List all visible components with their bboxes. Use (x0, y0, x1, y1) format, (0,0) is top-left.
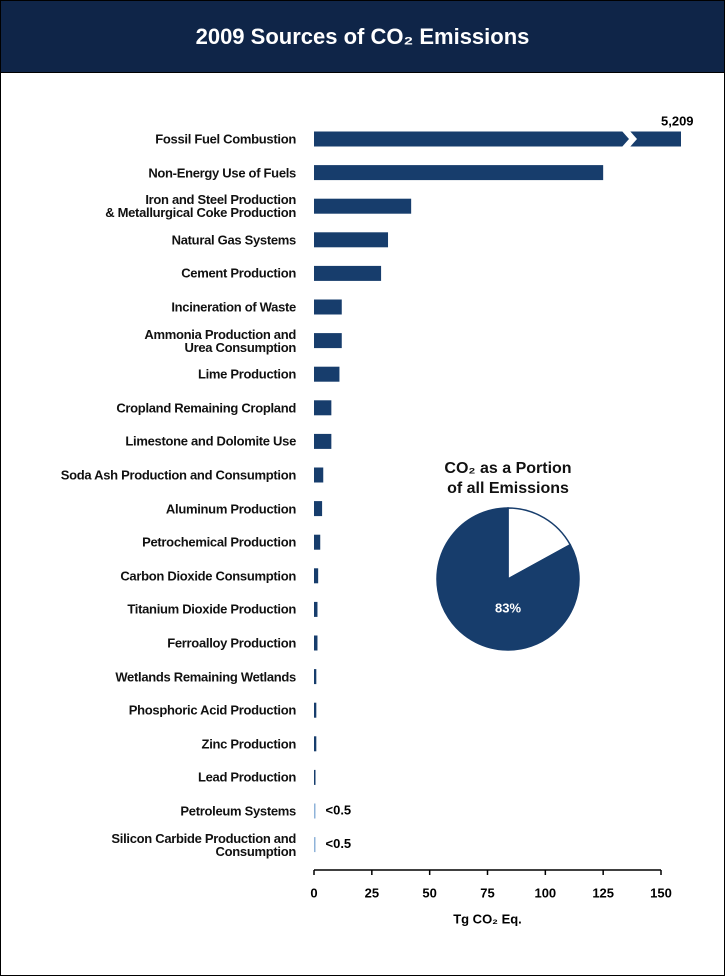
category-label: Limestone and Dolomite Use (125, 433, 296, 449)
category-label: Fossil Fuel Combustion (155, 131, 296, 147)
bar (314, 702, 317, 718)
category-label: Lime Production (197, 366, 296, 382)
bar (314, 601, 318, 617)
bar (314, 736, 317, 752)
category-label: Cropland Remaining Cropland (116, 400, 296, 416)
pie-slice (436, 507, 580, 651)
category-label: Petrochemical Production (142, 534, 296, 550)
bar (314, 467, 324, 483)
category-label: Iron and Steel Production & Metallurgica… (105, 192, 296, 221)
bar (314, 198, 412, 214)
bar (314, 131, 681, 147)
bar (314, 568, 319, 584)
bar (314, 501, 323, 517)
pie-slice (507, 507, 572, 581)
bar (314, 635, 318, 651)
bar (314, 366, 340, 382)
header (1, 1, 724, 73)
category-label: Phosphoric Acid Production (128, 702, 297, 718)
bar (314, 769, 316, 785)
x-axis-label: Tg CO₂ Eq. (453, 911, 522, 926)
bar (314, 803, 316, 819)
bar (314, 433, 332, 449)
category-label: Incineration of Waste (171, 299, 296, 315)
pie-title: CO₂ as a Portion of all Emissions (444, 460, 572, 497)
x-tick-label: 0 (310, 885, 317, 900)
x-tick-label: 25 (365, 885, 379, 900)
value-label: <0.5 (326, 836, 352, 851)
bar (314, 534, 321, 550)
x-tick-label: 125 (592, 885, 614, 900)
bar (314, 232, 389, 248)
category-label: Lead Production (197, 769, 296, 785)
value-label: <0.5 (326, 802, 352, 817)
bar (314, 299, 342, 315)
category-label: Wetlands Remaining Wetlands (115, 669, 296, 685)
chart-title: 2009 Sources of CO₂ Emissions (195, 24, 530, 49)
x-tick-label: 50 (422, 885, 436, 900)
category-label: Petroleum Systems (180, 803, 296, 819)
bar (314, 165, 604, 181)
category-label: Cement Production (181, 265, 296, 281)
slice-label: 83% (495, 600, 521, 615)
category-label: Ammonia Production and Urea Consumption (144, 326, 296, 355)
bar (314, 669, 317, 685)
x-tick-label: 100 (534, 885, 556, 900)
category-label: Non-Energy Use of Fuels (148, 165, 296, 181)
category-label: Carbon Dioxide Consumption (120, 568, 296, 584)
value-label: 5,209 (661, 113, 694, 128)
bar (314, 333, 342, 349)
category-label: Ferroalloy Production (167, 635, 296, 651)
bar (314, 265, 382, 281)
bar (314, 400, 332, 416)
category-label: Zinc Production (201, 736, 297, 752)
category-label: Soda Ash Production and Consumption (60, 467, 297, 483)
category-label: Titanium Dioxide Production (127, 601, 296, 617)
bar (314, 837, 316, 853)
x-tick-label: 75 (480, 885, 494, 900)
category-label: Silicon Carbide Production and Consumpti… (111, 830, 296, 859)
axis-break (621, 130, 637, 148)
category-label: Natural Gas Systems (171, 232, 297, 248)
x-tick-label: 150 (650, 885, 672, 900)
category-label: Aluminum Production (165, 501, 296, 517)
